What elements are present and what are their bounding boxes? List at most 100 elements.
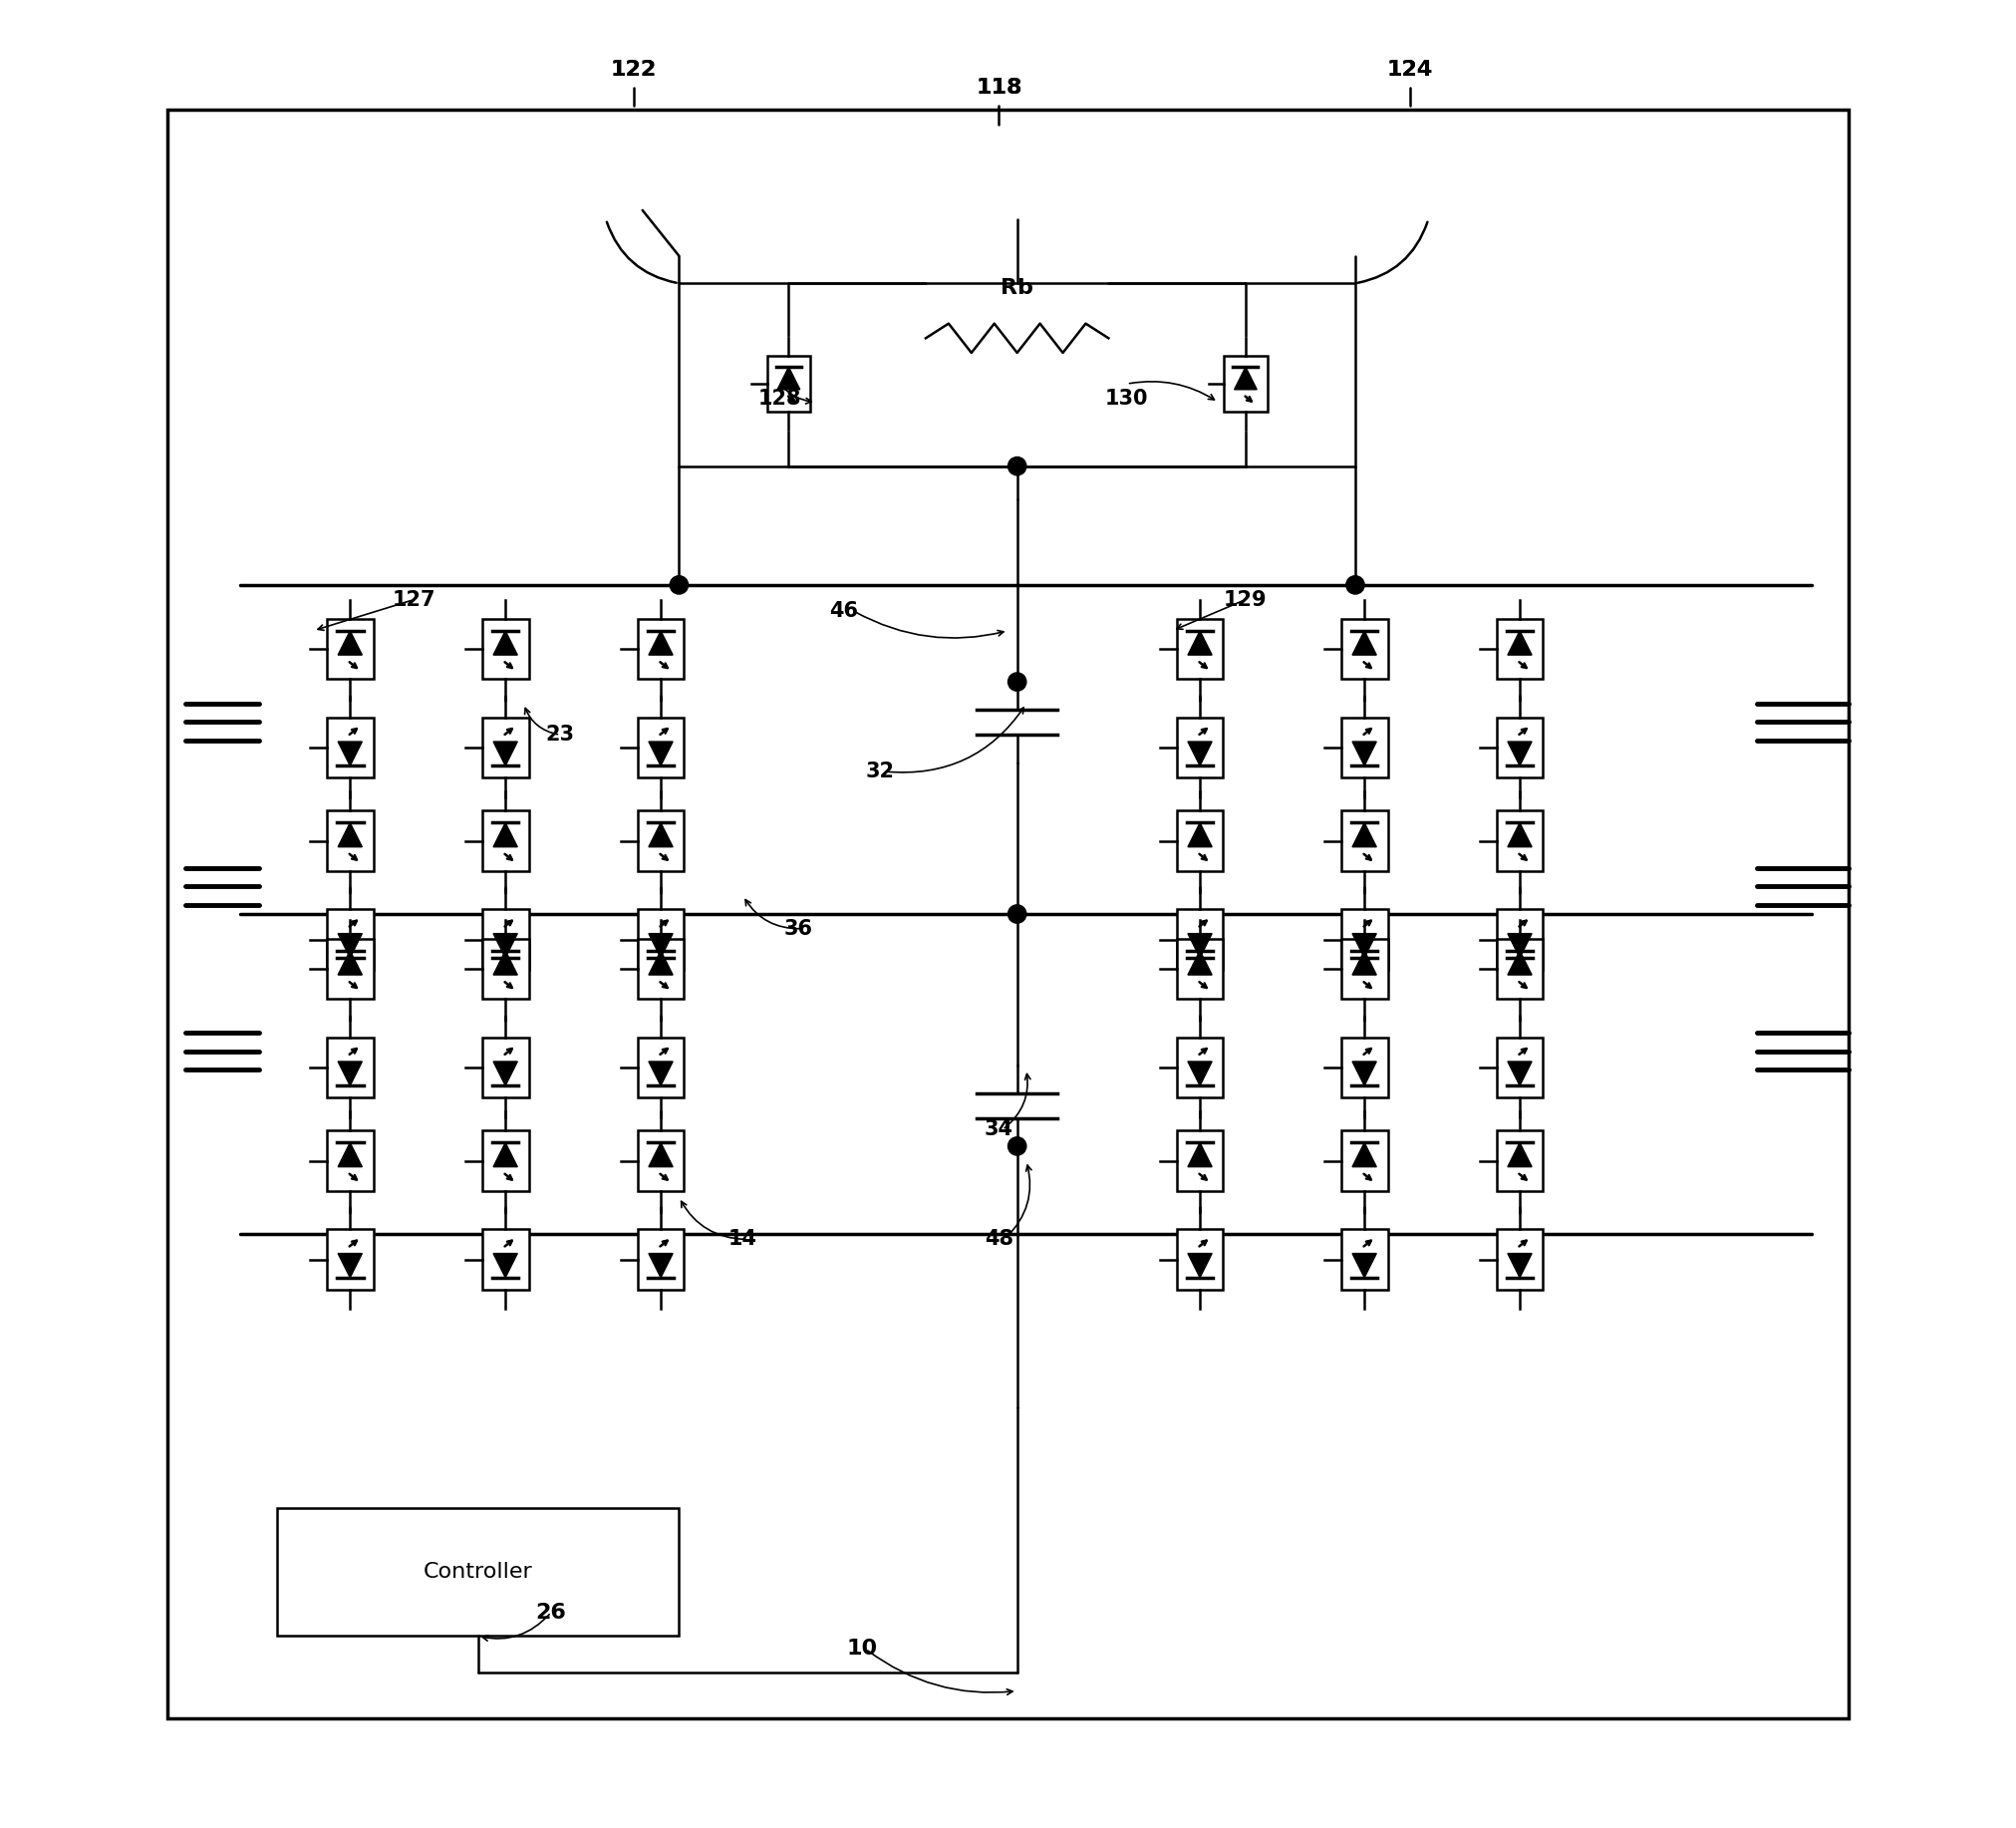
Bar [1496, 1038, 1542, 1097]
Bar [1341, 1038, 1387, 1097]
Polygon shape [494, 1142, 518, 1166]
Text: 130: 130 [1105, 389, 1149, 408]
Polygon shape [1234, 367, 1256, 389]
Polygon shape [1187, 823, 1212, 846]
Bar [1341, 1130, 1387, 1192]
Bar [327, 618, 373, 680]
Polygon shape [339, 951, 363, 974]
Text: 129: 129 [1224, 590, 1268, 609]
Polygon shape [1187, 1254, 1212, 1278]
Bar [327, 718, 373, 779]
Polygon shape [494, 934, 518, 958]
Circle shape [1008, 1137, 1026, 1155]
Bar [1341, 718, 1387, 779]
Polygon shape [1353, 934, 1377, 958]
Bar [1496, 718, 1542, 779]
Polygon shape [494, 631, 518, 654]
Bar [482, 940, 528, 998]
Bar [1177, 1038, 1224, 1097]
Bar [1177, 940, 1224, 998]
Bar [1496, 1130, 1542, 1192]
Polygon shape [1187, 1062, 1212, 1086]
Polygon shape [1187, 742, 1212, 766]
Bar [1496, 1228, 1542, 1291]
Bar [482, 1130, 528, 1192]
Polygon shape [649, 823, 673, 846]
Text: 48: 48 [984, 1230, 1014, 1249]
Polygon shape [1187, 951, 1212, 974]
Text: 23: 23 [546, 726, 575, 744]
Bar [1496, 618, 1542, 680]
Bar [1496, 940, 1542, 998]
Bar [1177, 909, 1224, 969]
Text: Controller: Controller [423, 1563, 532, 1581]
Bar [766, 356, 810, 411]
Text: 127: 127 [393, 590, 435, 609]
Text: 122: 122 [611, 60, 657, 79]
Text: 26: 26 [536, 1603, 566, 1621]
Polygon shape [1508, 1254, 1532, 1278]
Polygon shape [1508, 631, 1532, 654]
Bar [1341, 940, 1387, 998]
Bar [1496, 810, 1542, 870]
Text: 118: 118 [976, 79, 1022, 97]
Text: 10: 10 [847, 1640, 877, 1658]
Polygon shape [339, 934, 363, 958]
Bar [1341, 909, 1387, 969]
Polygon shape [1508, 951, 1532, 974]
Bar [637, 940, 683, 998]
Polygon shape [339, 742, 363, 766]
Bar [276, 1508, 679, 1636]
Polygon shape [1508, 742, 1532, 766]
Bar [482, 810, 528, 870]
Polygon shape [649, 742, 673, 766]
Bar [1224, 356, 1268, 411]
Bar [327, 1228, 373, 1291]
Polygon shape [649, 934, 673, 958]
Bar [637, 1130, 683, 1192]
Polygon shape [1353, 951, 1377, 974]
Polygon shape [649, 1254, 673, 1278]
Text: 128: 128 [758, 389, 800, 408]
Polygon shape [339, 631, 363, 654]
Text: 14: 14 [728, 1230, 758, 1249]
Polygon shape [649, 1062, 673, 1086]
Polygon shape [494, 1062, 518, 1086]
Bar [637, 810, 683, 870]
Polygon shape [1508, 823, 1532, 846]
Bar [327, 1038, 373, 1097]
Polygon shape [494, 951, 518, 974]
Polygon shape [1187, 1142, 1212, 1166]
Bar [1177, 618, 1224, 680]
Polygon shape [1353, 1142, 1377, 1166]
Bar [167, 110, 1849, 1718]
Bar [327, 940, 373, 998]
Text: 32: 32 [865, 762, 895, 781]
Bar [637, 1038, 683, 1097]
Polygon shape [1353, 631, 1377, 654]
Bar [1496, 909, 1542, 969]
Polygon shape [649, 631, 673, 654]
Text: 36: 36 [784, 919, 812, 938]
Polygon shape [339, 1254, 363, 1278]
Polygon shape [1353, 742, 1377, 766]
Polygon shape [1353, 1062, 1377, 1086]
Polygon shape [778, 367, 800, 389]
Polygon shape [1187, 934, 1212, 958]
Bar [327, 909, 373, 969]
Circle shape [1008, 673, 1026, 691]
Polygon shape [1508, 934, 1532, 958]
Polygon shape [1353, 823, 1377, 846]
Bar [1341, 618, 1387, 680]
Bar [1341, 1228, 1387, 1291]
Text: 124: 124 [1387, 60, 1433, 79]
Bar [637, 618, 683, 680]
Bar [1177, 810, 1224, 870]
Bar [482, 909, 528, 969]
Text: Rb: Rb [1000, 278, 1034, 298]
Bar [1341, 810, 1387, 870]
Bar [482, 1038, 528, 1097]
Polygon shape [339, 823, 363, 846]
Bar [482, 1228, 528, 1291]
Polygon shape [494, 823, 518, 846]
